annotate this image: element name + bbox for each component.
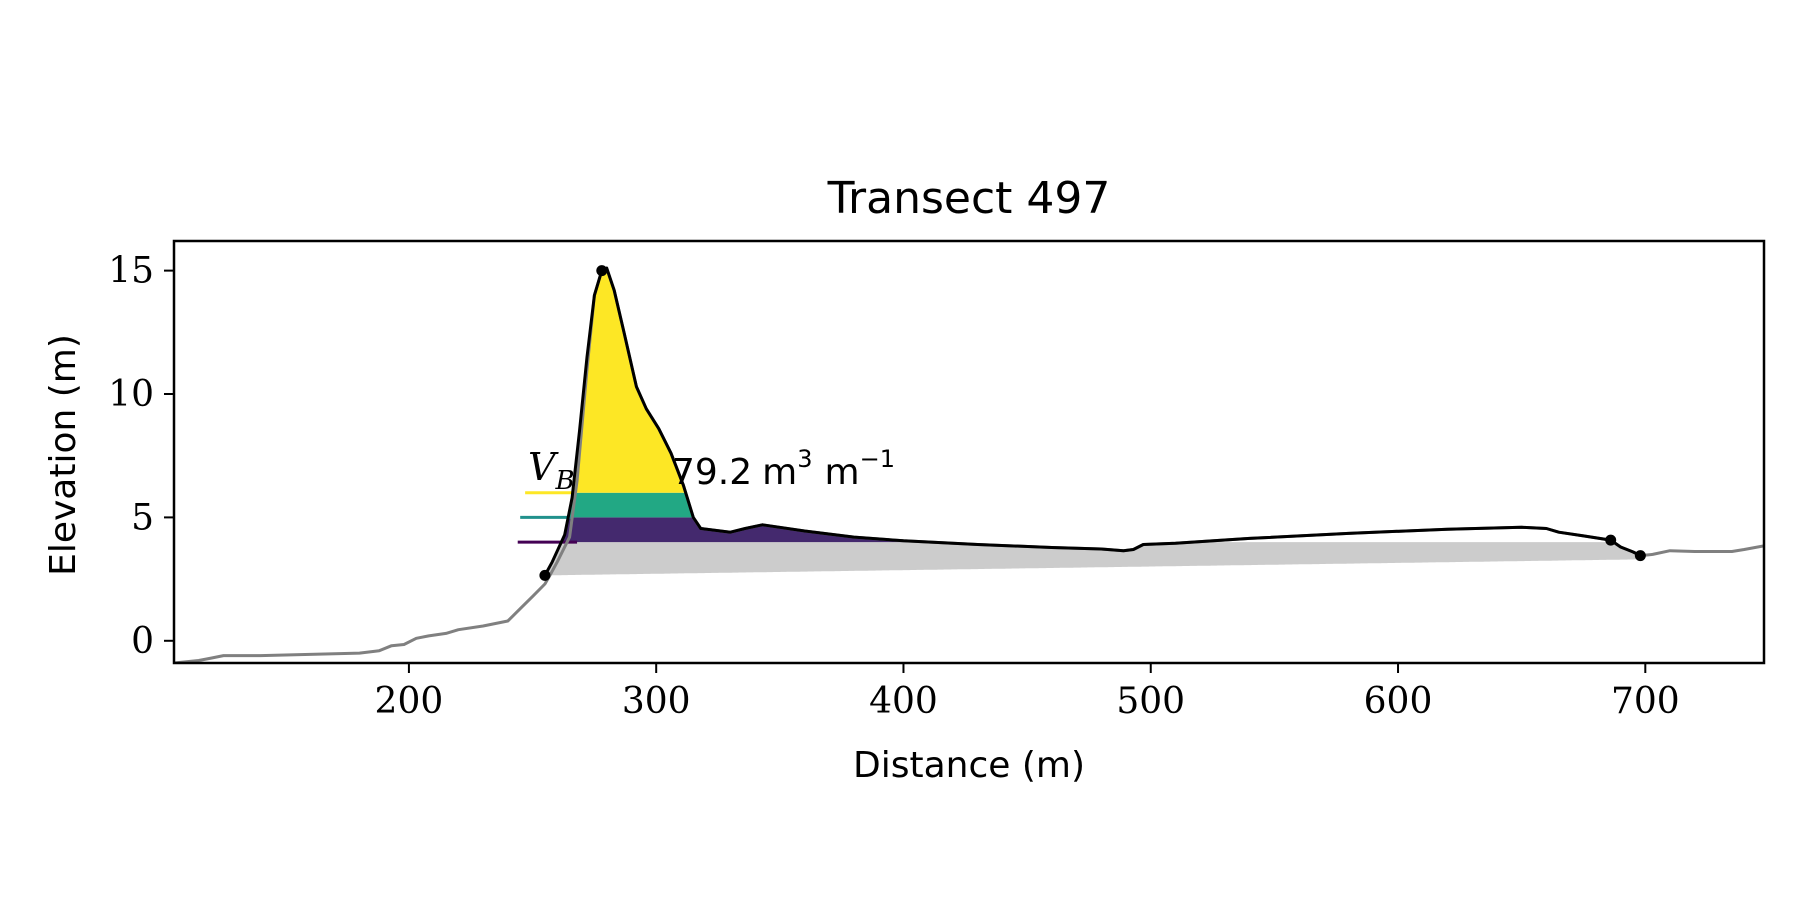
annotation-unit-sup: 3 [797,445,812,473]
x-tick-label: 500 [1116,681,1185,722]
x-tick-label: 600 [1364,681,1433,722]
y-axis: 0 5 10 15 [108,251,174,662]
x-tick-label: 400 [869,681,938,722]
level-band-0 [544,517,953,543]
annotation-unit2-sup: −1 [860,445,895,473]
annotation-unit2: m [825,452,860,493]
key-point-2 [1605,534,1617,546]
level-band-1 [544,492,1641,518]
plot-area [174,265,1764,663]
level-band-2 [544,268,1641,493]
svg-text:VB: VB [528,445,575,496]
y-tick-label: 15 [108,251,154,292]
fill-below-datum [544,542,1641,576]
y-tick-label: 0 [131,621,154,662]
key-point-3 [1634,550,1646,562]
annotation-symbol: V [528,445,559,489]
annotation-value: 79.2 [672,452,752,493]
y-tick-label: 5 [131,497,154,538]
x-tick-label: 200 [375,681,444,722]
x-axis-label: Distance (m) [853,745,1085,786]
chart-title: Transect 497 [827,173,1111,224]
key-point-1 [596,265,608,277]
annotation-unit: m [762,452,797,493]
y-tick-label: 10 [108,374,154,415]
key-point-0 [539,569,551,581]
y-axis-label: Elevation (m) [43,334,84,576]
x-tick-label: 700 [1611,681,1680,722]
key-points [539,265,1646,581]
x-tick-label: 300 [622,681,691,722]
volume-fills [544,268,1641,576]
annotation-subscript: B [554,466,574,496]
x-axis: 200 300 400 500 600 700 [375,663,1680,722]
plot-frame [172,239,1766,665]
volume-annotation: VB 79.2 m3 m−1 [528,445,895,496]
